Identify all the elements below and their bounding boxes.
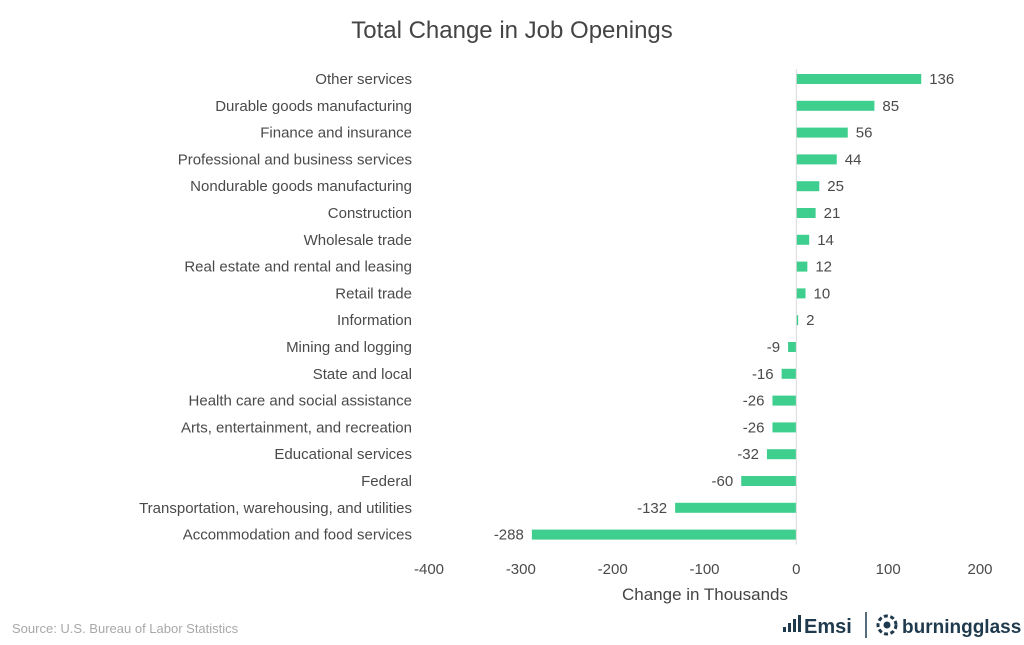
data-label: -60 <box>712 473 734 490</box>
data-label: 10 <box>814 285 831 302</box>
category-label: Finance and insurance <box>260 125 412 142</box>
x-tick-label: 100 <box>876 561 901 578</box>
burningglass-logo-text: burningglass <box>902 617 1021 638</box>
data-label: 44 <box>845 151 862 168</box>
data-label: 12 <box>815 259 832 276</box>
category-label: Retail trade <box>335 285 412 302</box>
bar <box>772 395 797 406</box>
category-label: Professional and business services <box>178 151 412 168</box>
bars-layer: Other services 136 Durable goods manufactu… <box>139 71 954 544</box>
x-tick-label: -400 <box>414 561 444 578</box>
data-label: -288 <box>494 527 524 544</box>
bar <box>796 315 799 326</box>
data-label: 21 <box>824 205 841 222</box>
category-label: Accommodation and food services <box>183 527 412 544</box>
bar <box>796 288 806 299</box>
burningglass-logo: burningglass <box>876 614 1021 638</box>
bar <box>796 100 875 111</box>
bar <box>796 234 810 245</box>
x-tick-label: 0 <box>792 561 800 578</box>
bar <box>531 529 797 540</box>
category-label: Nondurable goods manufacturing <box>190 178 412 195</box>
bar <box>766 449 797 460</box>
bar <box>675 502 797 513</box>
data-label: -9 <box>767 339 780 356</box>
category-label: Mining and logging <box>286 339 412 356</box>
category-label: Other services <box>315 71 412 88</box>
data-label: -26 <box>743 393 765 410</box>
x-axis-title: Change in Thousands <box>622 585 788 604</box>
category-label: Real estate and rental and leasing <box>184 259 412 276</box>
data-label: 25 <box>827 178 844 195</box>
source-note: Source: U.S. Bureau of Labor Statistics <box>12 621 239 636</box>
data-label: 2 <box>806 312 814 329</box>
data-label: 14 <box>817 232 834 249</box>
bar <box>788 342 797 352</box>
data-label: -132 <box>637 500 667 517</box>
emsi-logo-text: Emsi <box>804 616 852 638</box>
emsi-logo: Emsi <box>783 615 852 638</box>
category-label: Wholesale trade <box>304 232 412 249</box>
bar <box>772 422 797 433</box>
bar <box>796 181 820 192</box>
x-tick-label: -300 <box>506 561 536 578</box>
bar <box>781 368 797 379</box>
x-tick-label: -100 <box>689 561 719 578</box>
data-label: -26 <box>743 419 765 436</box>
bar <box>796 261 808 272</box>
category-label: Federal <box>361 473 412 490</box>
bar <box>796 208 816 218</box>
data-label: 85 <box>882 98 899 115</box>
category-label: Information <box>337 312 412 329</box>
category-label: Arts, entertainment, and recreation <box>181 419 412 436</box>
data-label: 56 <box>856 125 873 142</box>
sun-icon <box>876 614 898 636</box>
chart-title: Total Change in Job Openings <box>351 17 673 44</box>
bar <box>796 154 837 165</box>
category-label: State and local <box>313 366 412 383</box>
data-label: -32 <box>737 446 759 463</box>
x-tick-label: -200 <box>598 561 628 578</box>
category-label: Durable goods manufacturing <box>215 98 412 115</box>
data-label: 136 <box>929 71 954 88</box>
x-axis-ticks: -400 -300 -200 -100 0 100 200 <box>414 561 993 578</box>
category-label: Transportation, warehousing, and utiliti… <box>139 500 412 517</box>
category-label: Educational services <box>274 446 412 463</box>
bar <box>796 127 848 138</box>
data-label: -16 <box>752 366 774 383</box>
bar <box>741 476 797 486</box>
bar <box>796 74 922 84</box>
x-tick-label: 200 <box>967 561 992 578</box>
bars-icon <box>783 615 801 632</box>
category-label: Health care and social assistance <box>189 393 412 410</box>
category-label: Construction <box>328 205 412 222</box>
